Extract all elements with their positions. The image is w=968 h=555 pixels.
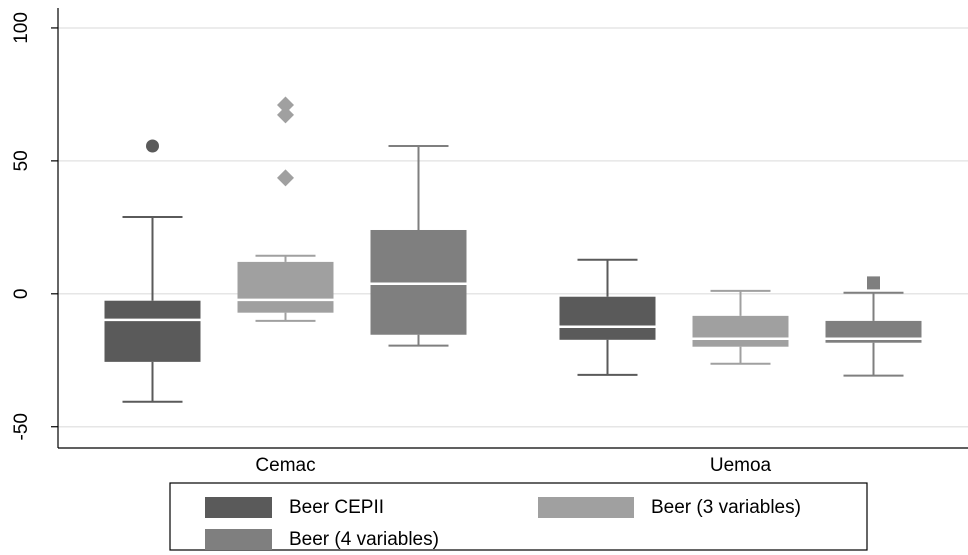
outlier	[867, 276, 880, 290]
legend-label: Beer (3 variables)	[651, 497, 801, 518]
outlier	[277, 96, 294, 114]
box	[825, 320, 922, 343]
box	[104, 300, 201, 362]
outlier	[277, 106, 294, 124]
box	[559, 296, 656, 340]
y-tick-label: -50	[11, 413, 32, 440]
box	[692, 315, 789, 347]
x-tick-label: Uemoa	[710, 455, 772, 476]
y-tick-label: 50	[11, 150, 32, 171]
x-tick-label: Cemac	[255, 455, 315, 476]
legend-label: Beer (4 variables)	[289, 529, 439, 550]
legend-label: Beer CEPII	[289, 497, 384, 518]
y-tick-label: 100	[11, 12, 32, 44]
legend-swatch	[538, 497, 634, 518]
legend-swatch	[205, 529, 272, 550]
outlier	[146, 139, 159, 153]
legend-frame	[169, 482, 868, 551]
outlier	[277, 169, 294, 187]
y-tick-label: 0	[11, 289, 32, 300]
box	[237, 261, 334, 313]
legend-swatch	[205, 497, 272, 518]
box	[370, 229, 467, 335]
